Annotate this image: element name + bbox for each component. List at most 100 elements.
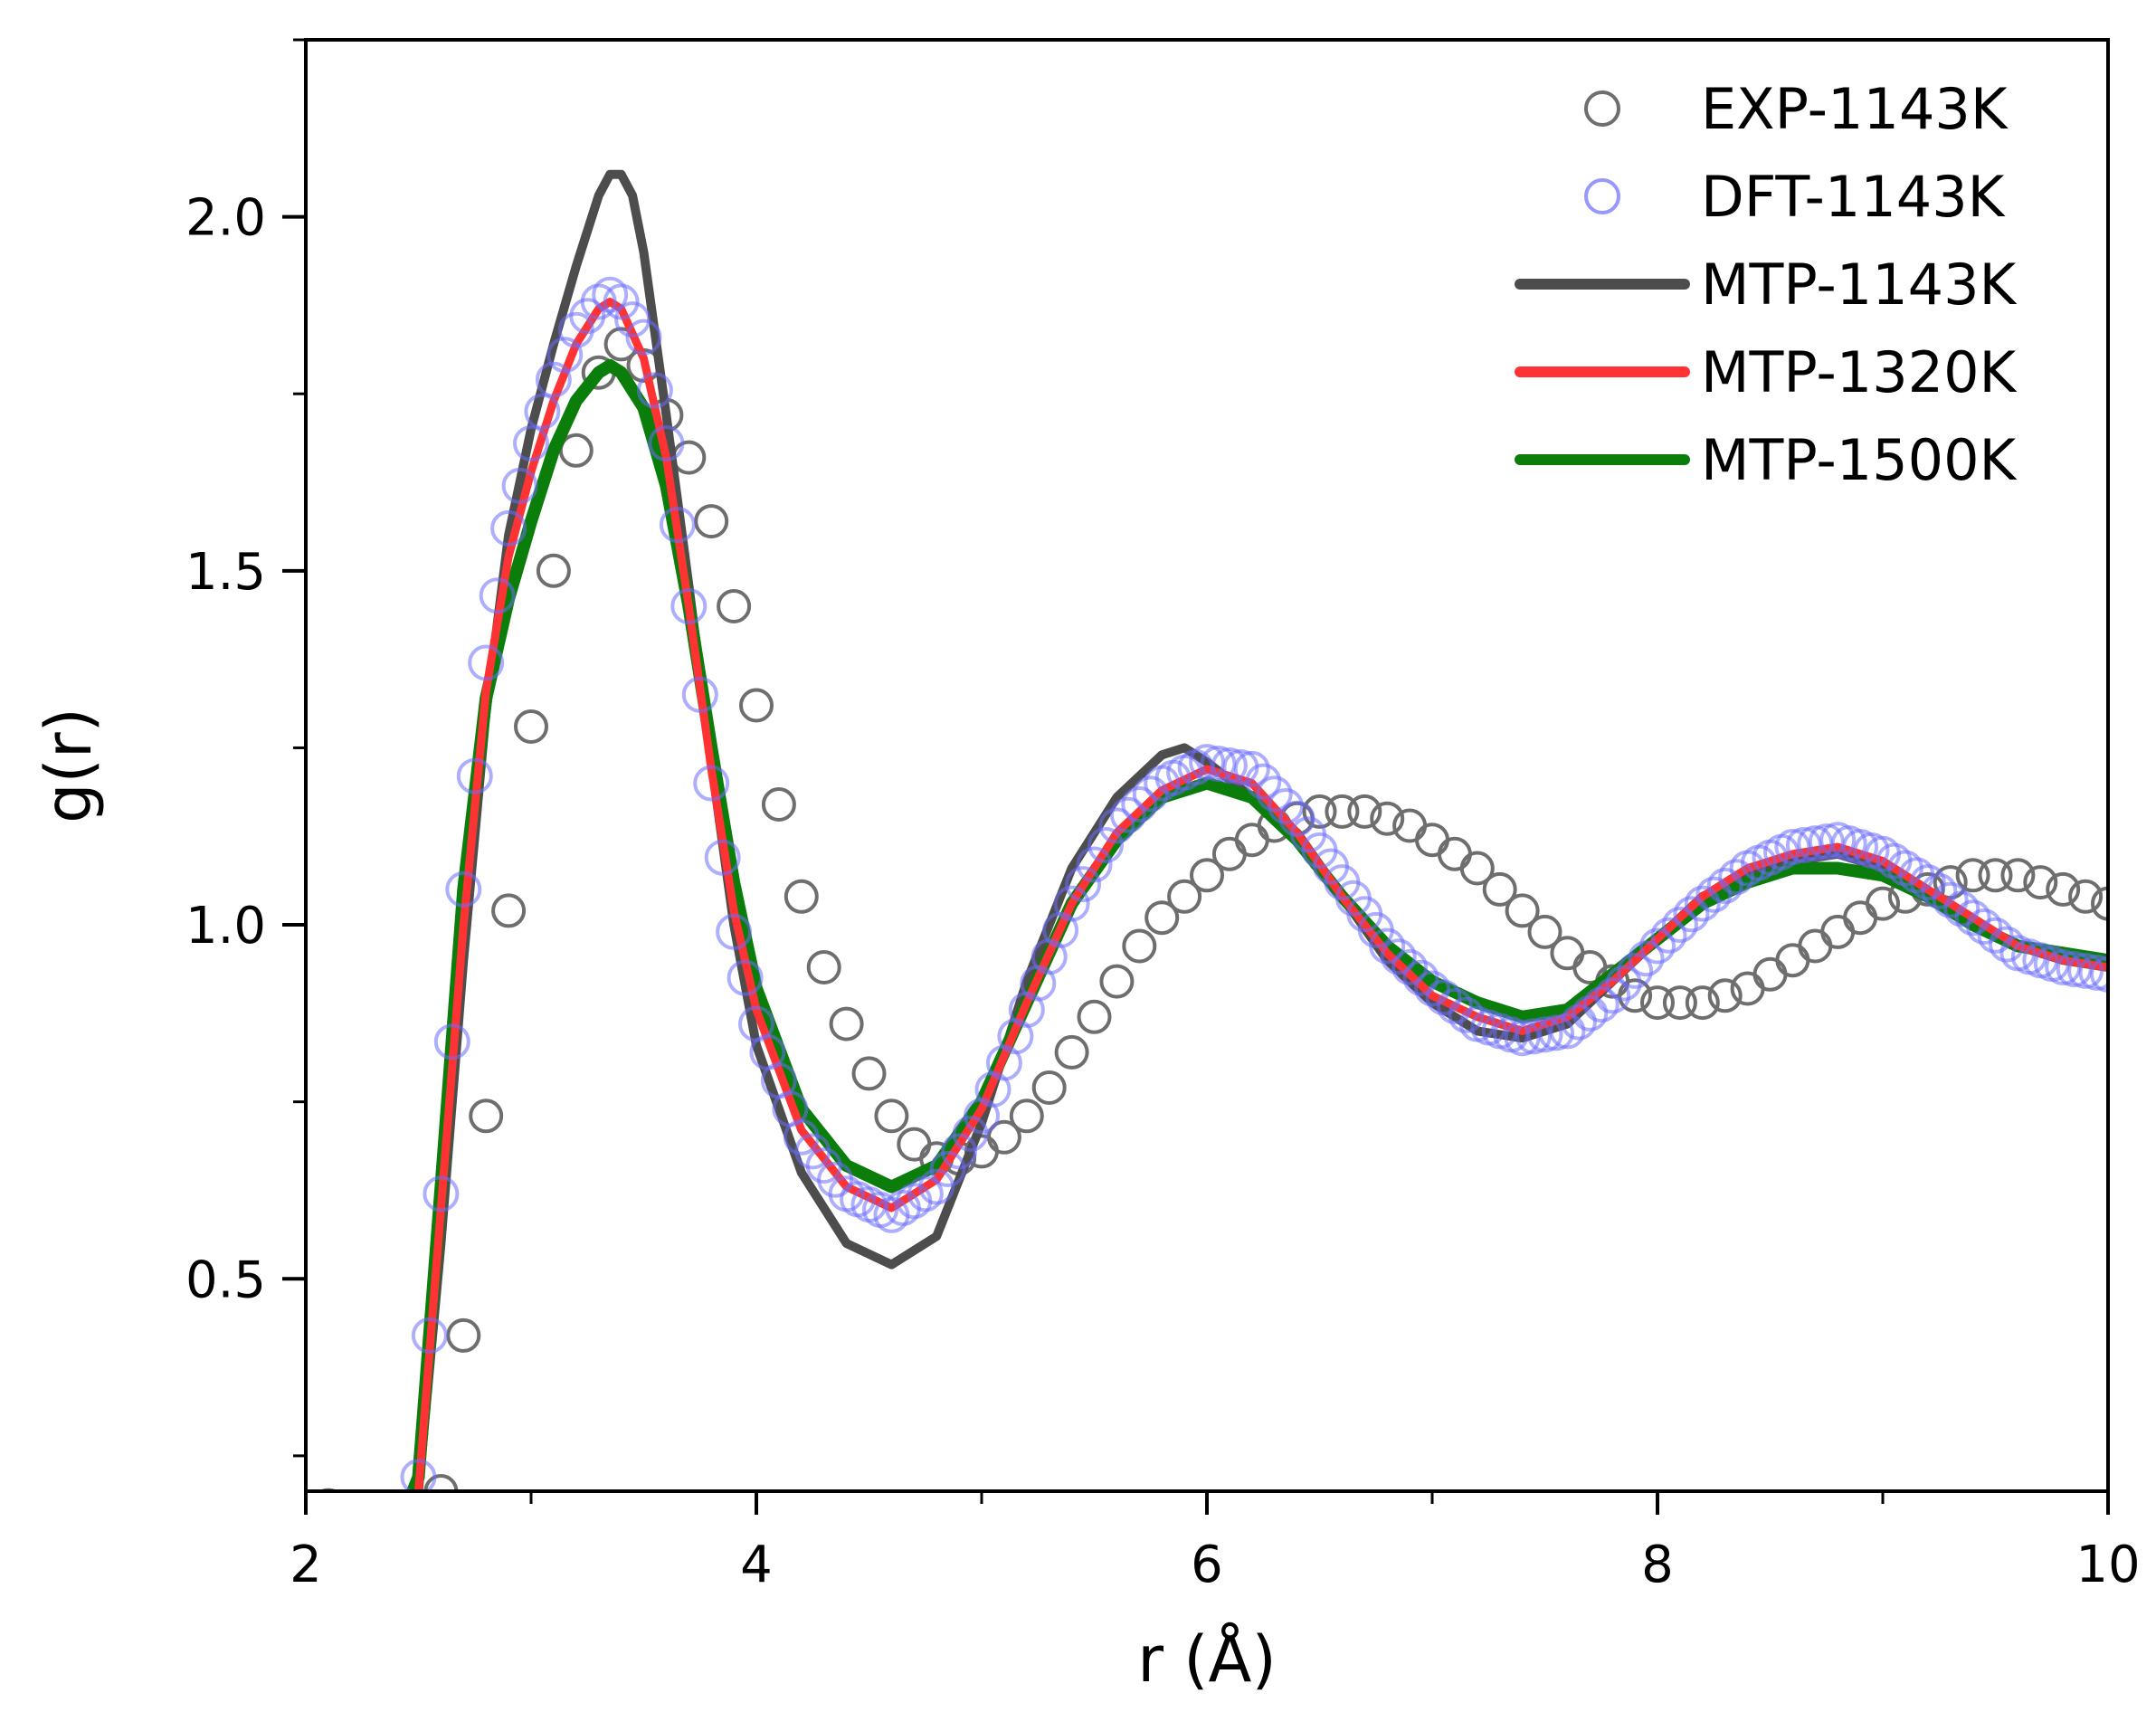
marker-dft-1143k	[501, 467, 538, 504]
marker-exp-1143k	[1866, 886, 1900, 921]
marker-exp-1143k	[514, 709, 548, 744]
marker-dft-1143k	[659, 507, 696, 543]
marker-exp-1143k	[851, 1056, 887, 1091]
marker-exp-1143k	[1122, 928, 1157, 964]
marker-exp-1143k	[1347, 794, 1382, 829]
marker-dft-1143k	[1380, 938, 1417, 975]
marker-dft-1143k	[1989, 926, 2025, 963]
marker-dft-1143k	[524, 393, 561, 430]
marker-dft-1143k	[1200, 746, 1237, 782]
marker-dft-1143k	[1605, 965, 1642, 1002]
marker-dft-1143k	[1617, 952, 1654, 989]
marker-dft-1143k	[1369, 927, 1406, 965]
marker-dft-1143k	[929, 1151, 966, 1187]
marker-exp-1143k	[1707, 978, 1743, 1013]
marker-dft-1143k	[1695, 876, 1733, 913]
marker-dft-1143k	[423, 1175, 460, 1213]
marker-dft-1143k	[1098, 807, 1135, 844]
marker-dft-1143k	[1549, 1013, 1586, 1050]
marker-dft-1143k	[681, 676, 718, 713]
marker-exp-1143k	[318, 1488, 338, 1491]
marker-dft-1143k	[456, 757, 493, 794]
marker-dft-1143k	[1268, 788, 1305, 824]
y-axis-title: g(r)	[32, 708, 106, 823]
marker-exp-1143k	[2023, 865, 2058, 900]
marker-exp-1143k	[694, 504, 729, 539]
marker-exp-1143k	[717, 589, 752, 623]
series-layer	[318, 169, 2108, 1564]
marker-dft-1143k	[1065, 866, 1102, 903]
marker-dft-1143k	[648, 425, 685, 461]
marker-exp-1143k	[2046, 871, 2081, 907]
marker-exp-1143k	[1234, 823, 1269, 858]
marker-exp-1143k	[381, 1522, 412, 1553]
marker-exp-1143k	[536, 553, 571, 588]
marker-exp-1143k	[1099, 964, 1135, 999]
marker-exp-1143k	[1618, 978, 1653, 1013]
marker-dft-1143k	[716, 913, 753, 950]
marker-dft-1143k	[411, 1317, 448, 1354]
y-tick-label: 2.0	[185, 189, 266, 248]
marker-exp-1143k	[2091, 886, 2108, 921]
marker-exp-1143k	[761, 787, 796, 822]
marker-dft-1143k	[479, 577, 516, 614]
marker-dft-1143k	[693, 765, 730, 802]
marker-exp-1143k	[1325, 794, 1360, 829]
marker-exp-1143k	[404, 1511, 434, 1542]
legend-marker-exp-1143k	[1584, 90, 1620, 127]
marker-dft-1143k	[952, 1115, 989, 1152]
marker-exp-1143k	[358, 1533, 389, 1564]
marker-dft-1143k	[941, 1133, 978, 1170]
marker-exp-1143k	[829, 1006, 864, 1041]
marker-dft-1143k	[445, 870, 482, 908]
marker-dft-1143k	[1053, 885, 1090, 922]
marker-dft-1143k	[727, 959, 764, 996]
marker-exp-1143k	[1843, 900, 1878, 936]
marker-exp-1143k	[1662, 985, 1697, 1021]
marker-exp-1143k	[1437, 836, 1472, 871]
x-tick-label: 4	[740, 1536, 773, 1594]
marker-dft-1143k	[1572, 994, 1609, 1032]
marker-dft-1143k	[614, 301, 651, 338]
marker-exp-1143k	[336, 1511, 366, 1542]
marker-exp-1143k	[671, 440, 707, 475]
marker-dft-1143k	[670, 588, 708, 624]
marker-exp-1143k	[423, 1474, 459, 1491]
marker-exp-1143k	[1370, 801, 1405, 836]
marker-dft-1143k	[1582, 986, 1619, 1023]
marker-dft-1143k	[2078, 954, 2108, 991]
marker-dft-1143k	[2090, 956, 2108, 993]
marker-dft-1143k	[1233, 750, 1270, 787]
marker-dft-1143k	[1966, 908, 2002, 945]
marker-exp-1143k	[897, 1127, 932, 1162]
marker-dft-1143k	[1076, 846, 1113, 883]
marker-dft-1143k	[2067, 952, 2104, 989]
marker-dft-1143k	[1425, 979, 1462, 1016]
marker-dft-1143k	[1628, 940, 1665, 977]
marker-dft-1143k	[1256, 775, 1293, 813]
marker-dft-1143k	[1515, 1018, 1552, 1055]
x-axis-title: r (Å)	[1137, 1622, 1277, 1697]
marker-dft-1143k	[1526, 1016, 1563, 1053]
marker-dft-1143k	[1087, 827, 1124, 863]
marker-exp-1143k	[491, 893, 527, 928]
marker-exp-1143k	[1798, 928, 1833, 964]
marker-exp-1143k	[1077, 999, 1112, 1034]
marker-dft-1143k	[636, 372, 673, 409]
legend-marker-dft-1143k	[1584, 178, 1620, 214]
marker-dft-1143k	[1504, 1020, 1541, 1057]
marker-dft-1143k	[1402, 959, 1439, 996]
x-tick-label: 8	[1641, 1536, 1674, 1594]
marker-exp-1143k	[1550, 936, 1585, 971]
marker-dft-1143k	[2045, 949, 2082, 985]
marker-dft-1143k	[1954, 899, 1991, 937]
marker-exp-1143k	[558, 433, 594, 468]
marker-exp-1143k	[806, 950, 841, 984]
marker-dft-1143k	[546, 337, 584, 374]
legend-label: EXP-1143K	[1701, 76, 2009, 142]
marker-exp-1143k	[1415, 823, 1449, 858]
marker-dft-1143k	[1538, 1014, 1574, 1051]
marker-dft-1143k	[1211, 747, 1248, 784]
marker-exp-1143k	[1144, 900, 1180, 936]
